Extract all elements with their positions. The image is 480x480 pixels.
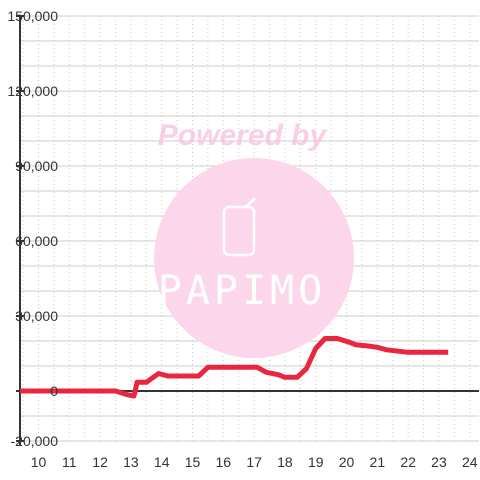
x-tick-label: 18 <box>277 454 293 470</box>
x-tick-label: 20 <box>339 454 355 470</box>
watermark-brand: PAPIMO <box>158 268 327 314</box>
tick-labels: -20,000 0 30,000 60,000 90,000 120,000 150,000… <box>7 8 477 470</box>
x-tick-label: 22 <box>400 454 416 470</box>
y-tick-label: 30,000 <box>15 308 58 324</box>
x-tick-label: 10 <box>31 454 47 470</box>
y-tick-label: 90,000 <box>15 158 58 174</box>
y-tick-label: 120,000 <box>7 83 58 99</box>
phone-icon <box>222 197 256 257</box>
x-tick-label: 23 <box>431 454 447 470</box>
y-tick-label: 60,000 <box>15 233 58 249</box>
x-tick-label: 13 <box>123 454 139 470</box>
watermark-circle <box>154 158 354 358</box>
x-tick-label: 11 <box>62 454 77 470</box>
y-tick-label: 150,000 <box>7 8 58 24</box>
series <box>20 336 449 399</box>
series-line-0 <box>20 336 449 399</box>
watermark: Powered by PAPIMO <box>154 119 354 358</box>
x-tick-label: 24 <box>462 454 478 470</box>
x-tick-label: 12 <box>92 454 108 470</box>
y-tick-label: -20,000 <box>11 433 59 449</box>
watermark-text: Powered by <box>158 119 328 152</box>
x-tick-label: 21 <box>370 454 386 470</box>
x-tick-label: 17 <box>246 454 262 470</box>
x-tick-label: 14 <box>154 454 170 470</box>
x-tick-label: 19 <box>308 454 324 470</box>
x-tick-label: 15 <box>185 454 201 470</box>
x-tick-label: 16 <box>216 454 232 470</box>
y-tick-label: 0 <box>50 383 58 399</box>
